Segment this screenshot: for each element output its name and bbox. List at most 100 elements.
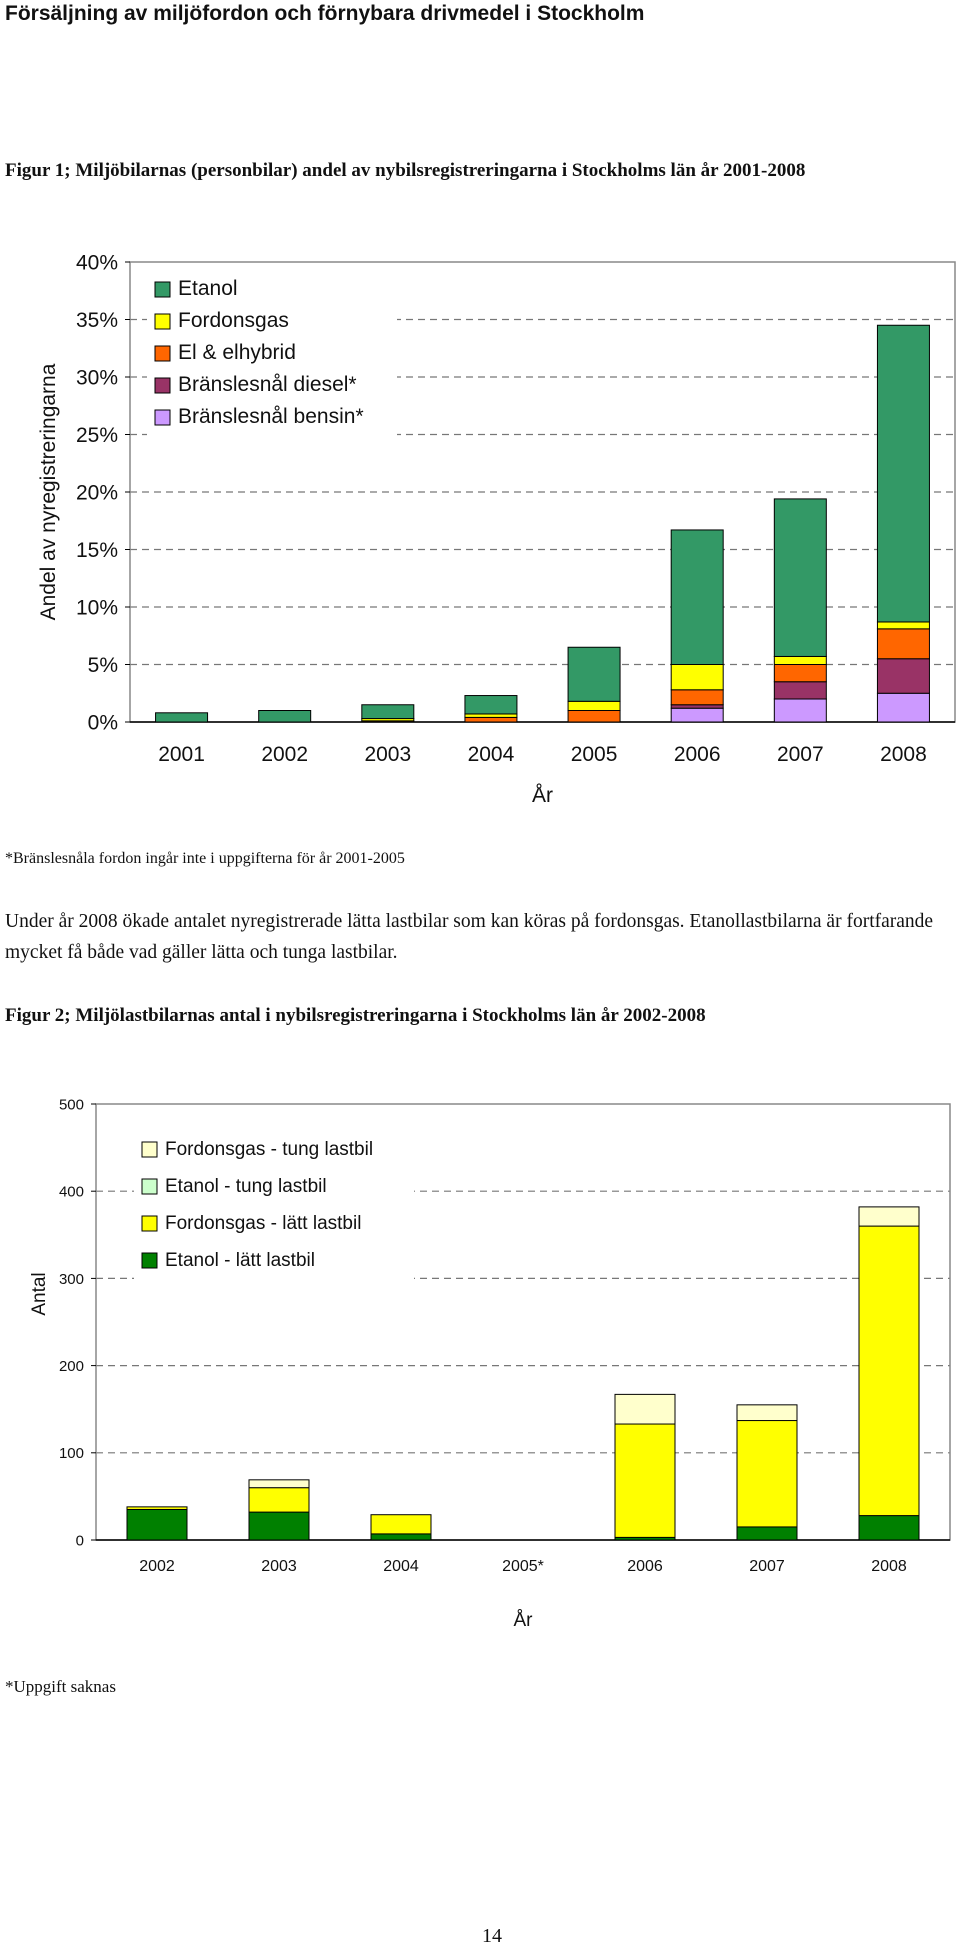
bar-segment	[773, 698, 827, 723]
legend-label: Etanol - tung lastbil	[165, 1176, 327, 1197]
bar-segment	[773, 664, 827, 683]
y-tick-label: 25%	[76, 424, 118, 447]
bar-segment	[464, 695, 518, 715]
y-tick-label: 0	[76, 1532, 84, 1549]
x-tick-label: 2002	[139, 1558, 175, 1575]
bar-segment	[370, 1533, 432, 1541]
legend-box	[134, 1134, 414, 1290]
bar-segment	[248, 1479, 310, 1489]
y-axis-title: Antal	[29, 1272, 50, 1315]
bar-segment	[248, 1487, 310, 1513]
x-axis-title: År	[532, 784, 553, 807]
legend-swatch	[154, 409, 171, 426]
legend-swatch	[141, 1252, 158, 1269]
bar-segment	[248, 1511, 310, 1541]
bar-segment	[876, 621, 930, 630]
y-tick-label: 100	[59, 1445, 84, 1462]
bar-segment	[567, 710, 621, 723]
figure-2-caption: Figur 2; Miljölastbilarnas antal i nybil…	[5, 1005, 706, 1026]
y-tick-label: 400	[59, 1184, 84, 1201]
bar-segment	[876, 658, 930, 694]
bar-segment	[736, 1526, 798, 1541]
y-tick-label: 300	[59, 1271, 84, 1288]
y-axis-title: Andel av nyregistreringarna	[37, 363, 60, 620]
bar-segment	[858, 1515, 920, 1541]
bar-segment	[876, 324, 930, 623]
bar-segment	[773, 655, 827, 666]
bar-segment	[567, 700, 621, 711]
y-tick-label: 35%	[76, 309, 118, 332]
legend-label: El & elhybrid	[178, 341, 296, 364]
bar-segment	[876, 692, 930, 723]
legend-label: Fordonsgas - tung lastbil	[165, 1139, 373, 1160]
bar-segment	[858, 1206, 920, 1227]
legend-swatch	[141, 1141, 158, 1158]
legend-label: Etanol	[178, 277, 238, 300]
y-tick-label: 30%	[76, 367, 118, 390]
bar-segment	[614, 1423, 676, 1538]
bar-segment	[670, 664, 724, 691]
bar-segment	[614, 1393, 676, 1425]
x-tick-label: 2004	[468, 743, 515, 766]
y-tick-label: 20%	[76, 482, 118, 505]
bar-segment	[126, 1508, 188, 1541]
legend-swatch	[154, 377, 171, 394]
legend-label: Fordonsgas - lätt lastbil	[165, 1213, 361, 1234]
bar-segment	[736, 1404, 798, 1422]
y-tick-label: 5%	[88, 654, 118, 677]
bar-segment	[670, 707, 724, 723]
legend-label: Etanol - lätt lastbil	[165, 1250, 315, 1271]
y-tick-label: 40%	[76, 252, 118, 275]
bar-segment	[876, 628, 930, 660]
bar-segment	[670, 704, 724, 709]
legend-label: Bränslesnål diesel*	[178, 373, 357, 396]
x-tick-label: 2007	[777, 743, 824, 766]
x-tick-label: 2001	[158, 743, 205, 766]
legend-label: Bränslesnål bensin*	[178, 405, 364, 428]
figure-1-footnote: *Bränslesnåla fordon ingår inte i uppgif…	[5, 850, 405, 867]
figure-2-chart: 0 100 200 300 400 500 2002 2003 2004 2005* 2006 200…	[29, 1096, 951, 1631]
legend-swatch	[154, 313, 171, 330]
figure-1-caption: Figur 1; Miljöbilarnas (personbilar) and…	[5, 160, 806, 181]
y-tick-label: 0%	[88, 712, 118, 735]
bar-segment	[464, 716, 518, 723]
x-tick-label: 2006	[627, 1558, 663, 1575]
figure-1-chart: 0% 5% 10% 15% 20% 25% 30% 35% 40% 2001 2002 2003 200…	[37, 252, 956, 807]
x-tick-label: 2008	[871, 1558, 907, 1575]
body-paragraph: Under år 2008 ökade antalet nyregistrera…	[5, 911, 934, 963]
bar-segment	[670, 529, 724, 666]
x-tick-label: 2005*	[502, 1558, 544, 1575]
bar-segment	[464, 713, 518, 718]
x-tick-label: 2008	[880, 743, 927, 766]
y-tick-label: 500	[59, 1096, 84, 1113]
bar-segment	[773, 681, 827, 700]
x-axis-title: År	[514, 1610, 534, 1631]
x-tick-label: 2004	[383, 1558, 419, 1575]
bar-segment	[258, 710, 312, 723]
bar-segment	[126, 1506, 188, 1510]
figure-2-footnote: *Uppgift saknas	[5, 1677, 116, 1696]
legend-swatch	[141, 1215, 158, 1232]
x-tick-label: 2002	[261, 743, 308, 766]
x-tick-label: 2006	[674, 743, 721, 766]
y-tick-label: 200	[59, 1358, 84, 1375]
bar-segment	[858, 1225, 920, 1517]
bar-segment	[567, 646, 621, 702]
legend-box	[147, 274, 397, 442]
legend-swatch	[154, 345, 171, 362]
document-title: Försäljning av miljöfordon och förnybara…	[5, 2, 645, 25]
x-tick-label: 2003	[261, 1558, 297, 1575]
bar-segment	[736, 1420, 798, 1528]
bar-segment	[155, 712, 209, 723]
y-tick-label: 15%	[76, 539, 118, 562]
bar-segment	[670, 689, 724, 706]
legend-swatch	[154, 281, 171, 298]
page-number: 14	[482, 1925, 502, 1947]
bar-segment	[361, 704, 415, 720]
bar-segment	[370, 1514, 432, 1535]
bar-segment	[773, 498, 827, 657]
legend-swatch	[141, 1178, 158, 1195]
x-tick-label: 2003	[364, 743, 411, 766]
x-tick-label: 2005	[571, 743, 618, 766]
y-tick-label: 10%	[76, 597, 118, 620]
